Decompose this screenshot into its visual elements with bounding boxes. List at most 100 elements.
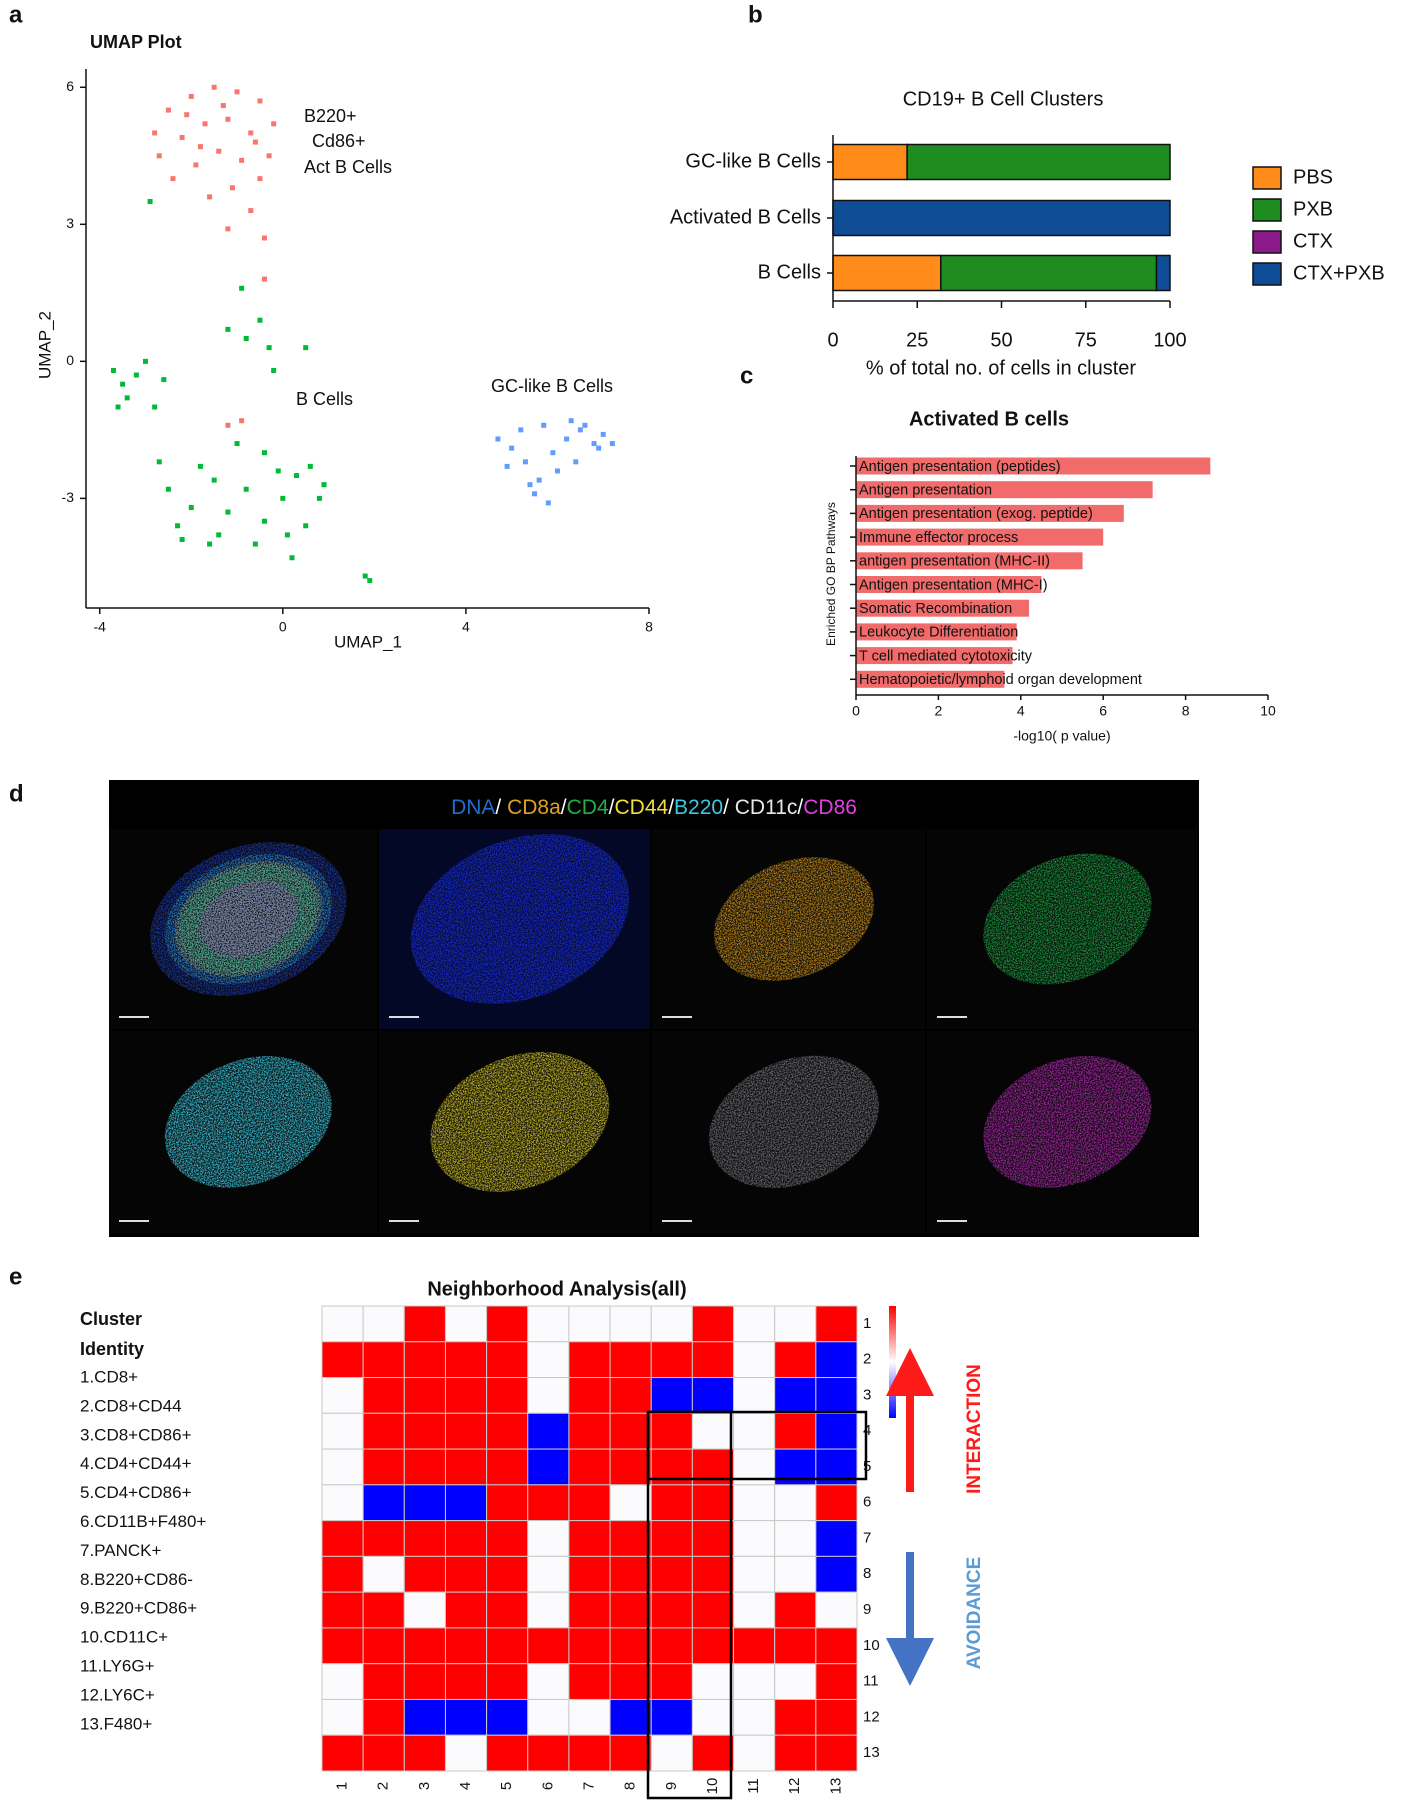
point	[152, 130, 158, 136]
heatmap-cell	[568, 1448, 611, 1486]
heatmap-cell	[733, 1698, 776, 1736]
point	[179, 135, 185, 141]
heatmap-cell	[733, 1520, 776, 1557]
heatmap-cell	[774, 1412, 817, 1450]
heatmap-cell	[362, 1627, 405, 1665]
point	[257, 317, 263, 323]
x-tick-label: 0	[279, 619, 287, 635]
point	[110, 367, 116, 373]
x-tick-label: 2	[375, 1782, 392, 1790]
panel-label: a	[9, 1, 23, 28]
point	[165, 107, 171, 113]
cluster-identity-item: 11.LY6G+	[80, 1656, 155, 1675]
point	[307, 463, 313, 469]
heatmap-cell	[691, 1484, 735, 1522]
heatmap-cell	[650, 1591, 693, 1629]
heatmap-cell	[609, 1341, 652, 1379]
point	[577, 427, 583, 433]
x-tick-label: 25	[906, 329, 928, 351]
heatmap-cell	[650, 1734, 693, 1772]
point	[271, 121, 277, 127]
x-tick-label: 4	[1017, 703, 1025, 719]
x-tick-label: 11	[745, 1778, 762, 1794]
heatmap-cell	[486, 1627, 529, 1665]
tissue-signal	[199, 880, 298, 958]
point	[239, 418, 245, 424]
heatmap-cell	[486, 1341, 529, 1379]
heatmap-cell	[527, 1627, 570, 1665]
tissue-signal	[983, 853, 1152, 985]
point	[120, 381, 126, 387]
heatmap-cell	[568, 1341, 611, 1379]
y-tick-label: GC-like B Cells	[685, 150, 821, 172]
heatmap-cell	[733, 1555, 776, 1593]
point	[532, 491, 538, 497]
point	[262, 518, 268, 524]
legend-label: CTX+PXB	[1293, 262, 1385, 284]
y-axis-label: UMAP_2	[35, 311, 54, 379]
cluster-identity-title: Cluster	[80, 1309, 142, 1329]
bar-segment	[906, 143, 1171, 181]
heatmap-cell	[527, 1520, 570, 1557]
title-segment: CD44	[614, 796, 668, 819]
point	[147, 198, 153, 204]
point	[124, 395, 130, 401]
title-segment: CD86	[803, 796, 857, 819]
heatmap-cell	[321, 1484, 364, 1522]
point	[600, 431, 606, 437]
cluster-identity-item: 2.CD8+CD44	[80, 1396, 182, 1415]
point	[545, 500, 551, 506]
heatmap-cell	[527, 1734, 570, 1772]
heatmap-cell	[733, 1305, 776, 1343]
heatmap-cell	[568, 1627, 611, 1665]
point	[156, 153, 162, 159]
y-tick-label: 0	[66, 352, 74, 368]
y-tick-label: 6	[66, 78, 74, 94]
cluster-identity-item: 9.B220+CD86+	[80, 1599, 197, 1618]
point	[303, 523, 309, 529]
x-tick-label: 1	[334, 1782, 351, 1790]
tissue-signal	[714, 857, 874, 981]
heatmap-cell	[650, 1520, 693, 1557]
heatmap-cell	[486, 1305, 529, 1343]
heatmap-cell	[568, 1484, 611, 1522]
x-tick-label: 0	[852, 703, 860, 719]
heatmap-cell	[444, 1305, 488, 1343]
annotation: GC-like B Cells	[491, 376, 613, 396]
heatmap-cell	[362, 1305, 405, 1343]
heatmap-cell	[321, 1377, 364, 1414]
heatmap-cell	[650, 1377, 693, 1414]
x-tick-label: 2	[935, 703, 943, 719]
heatmap-cell	[403, 1412, 446, 1450]
point	[257, 176, 263, 182]
heatmap-cell	[403, 1305, 446, 1343]
chart-title: Activated B cells	[909, 408, 1069, 430]
heatmap-cell	[568, 1698, 611, 1736]
point	[284, 532, 290, 538]
heatmap-cell	[486, 1520, 529, 1557]
bar	[856, 576, 1042, 593]
point	[518, 427, 524, 433]
image-tile	[109, 829, 377, 1029]
x-tick-label: 5	[498, 1782, 515, 1790]
title-segment: /	[561, 796, 567, 819]
bar-segment	[1155, 254, 1171, 292]
annotation: INTERACTION	[964, 1364, 985, 1494]
point	[248, 208, 254, 214]
heatmap-cell	[362, 1591, 405, 1629]
heatmap-cell	[486, 1484, 529, 1522]
heatmap-cell	[362, 1663, 405, 1700]
legend-label: CTX	[1293, 230, 1333, 252]
cluster-identity-item: 8.B220+CD86-	[80, 1570, 193, 1589]
x-axis-label: -log10( p value)	[1013, 728, 1110, 744]
heatmap-cell	[403, 1734, 446, 1772]
chart-title: Neighborhood Analysis(all)	[427, 1278, 686, 1300]
cluster-identity-item: 4.CD4+CD44+	[80, 1454, 192, 1473]
heatmap-cell	[815, 1412, 858, 1450]
bar	[856, 528, 1104, 546]
cluster-identity-title: Identity	[80, 1339, 144, 1359]
annotation: Cd86+	[312, 131, 366, 151]
heatmap-cell	[774, 1520, 817, 1557]
point	[262, 450, 268, 456]
y-tick-label: 3	[66, 215, 74, 231]
